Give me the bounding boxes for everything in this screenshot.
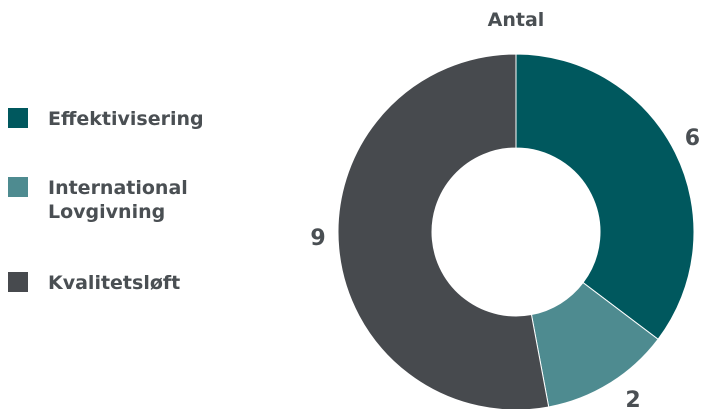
legend-label-kvalitetsloeft: Kvalitetsløft (48, 272, 181, 294)
legend-label-effektivisering: Effektivisering (48, 108, 204, 130)
legend-swatch-kvalitetsloeft (8, 272, 28, 292)
legend-swatch-effektivisering (8, 108, 28, 128)
data-label-3: 9 (310, 226, 325, 251)
legend-item-kvalitetsloeft: Kvalitetsløft (8, 271, 218, 295)
data-label-1: 6 (685, 126, 700, 151)
data-label-2: 2 (625, 388, 640, 409)
legend-label-international-lovgivning: International Lovgivning (48, 177, 188, 223)
legend-item-effektivisering: Effektivisering (8, 107, 218, 131)
legend-item-international-lovgivning: International Lovgivning (8, 176, 218, 224)
chart-title: Antal (487, 9, 545, 31)
donut-slice-effektivisering (515, 53, 695, 340)
donut-slices (337, 53, 695, 409)
legend-swatch-international-lovgivning (8, 177, 28, 197)
data-labels: 6 2 9 (310, 126, 700, 409)
donut-slice-kvalitetsl-ft (337, 53, 550, 409)
